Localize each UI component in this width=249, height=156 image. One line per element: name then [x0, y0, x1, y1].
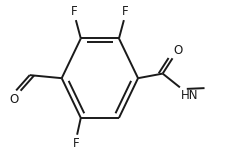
Text: F: F — [72, 137, 79, 150]
Text: O: O — [9, 93, 18, 106]
Text: F: F — [71, 5, 78, 18]
Text: O: O — [174, 44, 183, 57]
Text: F: F — [122, 5, 128, 18]
Text: HN: HN — [180, 89, 198, 102]
